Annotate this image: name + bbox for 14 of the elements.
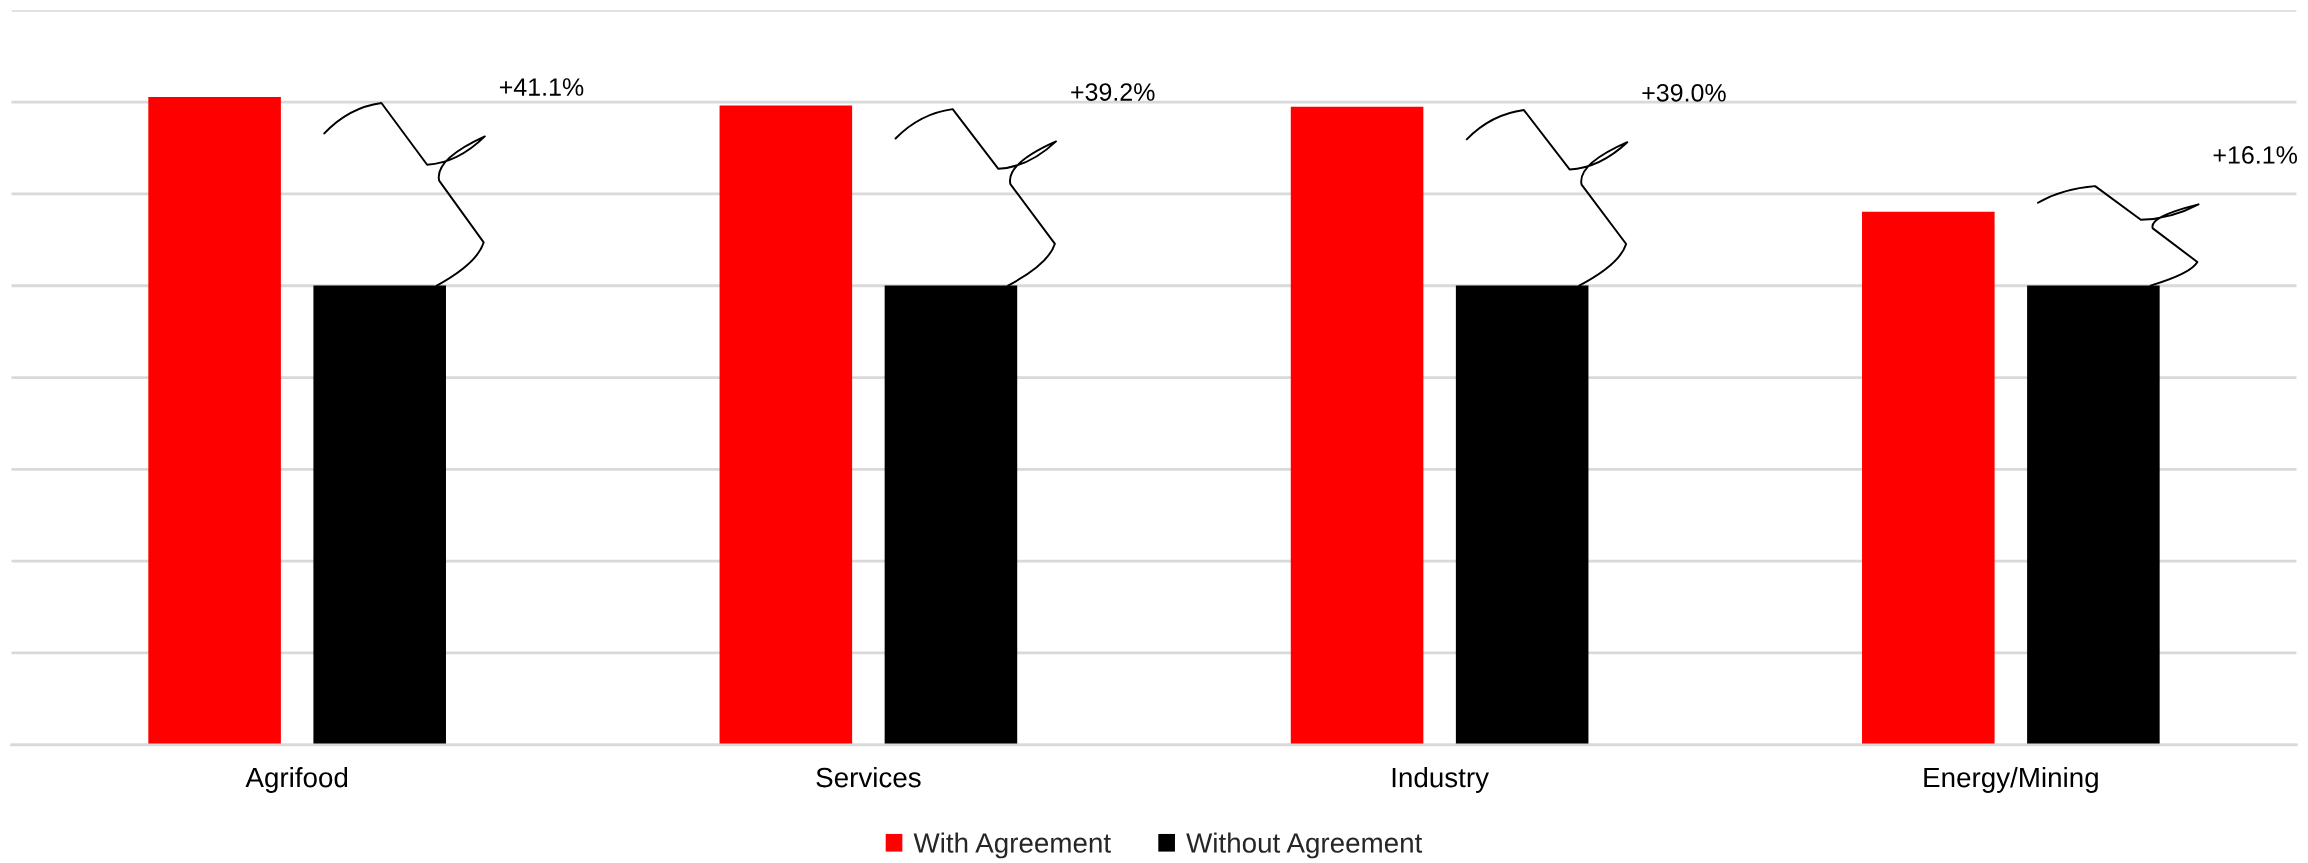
bar — [719, 105, 853, 745]
annotation: +39.0% — [1642, 83, 1726, 102]
x-tick-label: Industry — [1392, 766, 1489, 793]
bar — [1290, 106, 1424, 745]
legend-label: With Agreement — [913, 832, 1111, 859]
annotation: +16.1% — [2213, 146, 2297, 164]
bar — [148, 97, 281, 745]
x-tick-label: Energy/Mining — [1924, 766, 2098, 793]
x-tick-label: Services — [816, 766, 921, 788]
text: +41.1% — [499, 78, 584, 96]
legend-label: Without Agreement — [1186, 832, 1423, 859]
bar — [1862, 211, 1995, 745]
annotation: +39.2% — [1071, 83, 1155, 101]
x-tick-label: Agrifood — [245, 766, 348, 793]
